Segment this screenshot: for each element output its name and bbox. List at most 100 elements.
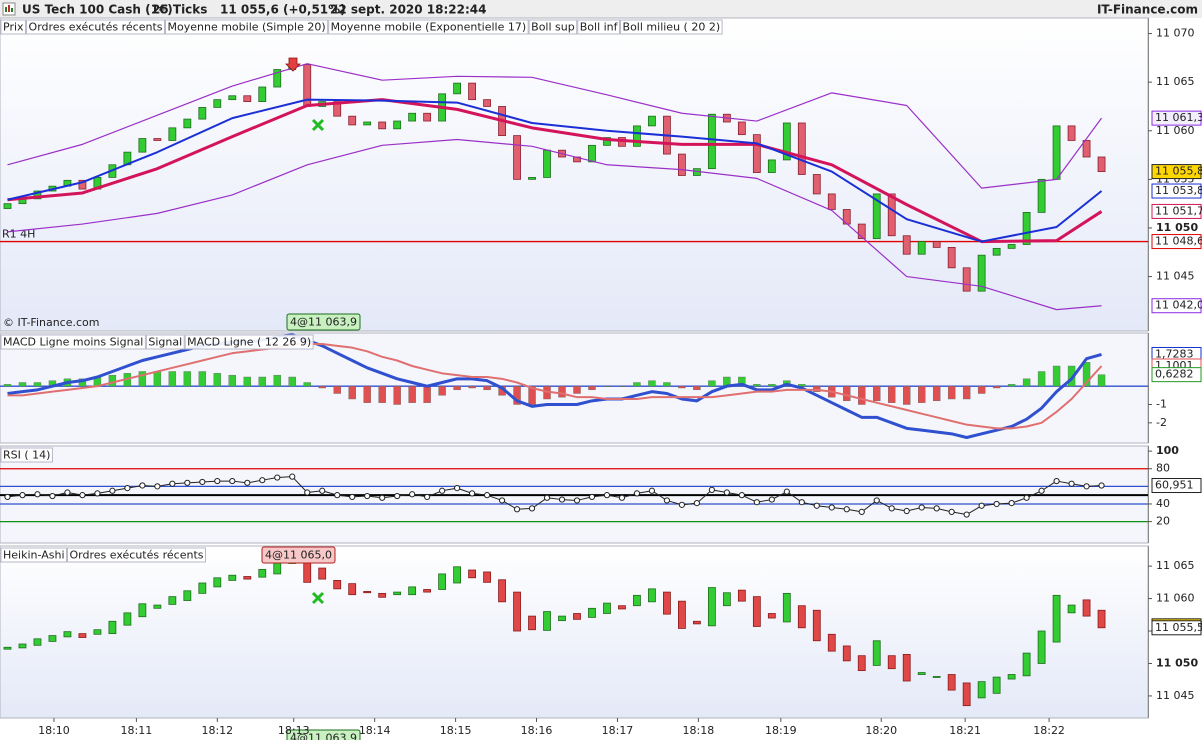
histogram-bar bbox=[243, 376, 251, 387]
histogram-bar bbox=[228, 374, 236, 387]
candle-body bbox=[977, 681, 986, 699]
histogram-bar bbox=[663, 382, 671, 387]
histogram-bar bbox=[303, 382, 311, 387]
histogram-bar bbox=[648, 380, 656, 387]
candle-body bbox=[1067, 125, 1076, 141]
x-tick-label: 18:13 bbox=[278, 724, 310, 737]
candle-body bbox=[363, 121, 372, 126]
candle-body bbox=[498, 579, 506, 603]
series-point bbox=[319, 487, 326, 494]
histogram-bar bbox=[258, 376, 266, 387]
x-tick-label: 18:11 bbox=[121, 724, 153, 737]
x-tick-label: 18:20 bbox=[865, 724, 897, 737]
candle-body bbox=[752, 596, 761, 627]
candle-body bbox=[258, 568, 267, 578]
histogram-bar bbox=[288, 376, 296, 387]
value-tag-label: 11 055,8 bbox=[1155, 165, 1202, 178]
candle-body bbox=[183, 590, 192, 601]
candle-body bbox=[138, 603, 147, 618]
candle-body bbox=[1097, 156, 1106, 172]
legend-box bbox=[528, 19, 578, 35]
legend-box bbox=[184, 334, 314, 350]
value-tag bbox=[1151, 478, 1202, 494]
y-tick-label: 20 bbox=[1156, 515, 1170, 528]
candle-body bbox=[603, 602, 611, 614]
candle-body bbox=[513, 591, 521, 632]
series-point bbox=[723, 489, 730, 496]
y-tick-label: -2 bbox=[1156, 416, 1167, 429]
histogram-bar bbox=[603, 385, 611, 387]
y-tick-label: 11 060 bbox=[1156, 592, 1195, 605]
histogram-bar bbox=[198, 371, 207, 387]
level-label: R1 4H bbox=[2, 228, 35, 241]
value-tag bbox=[1151, 620, 1202, 636]
candle-body bbox=[78, 633, 87, 638]
candle-body bbox=[782, 592, 791, 623]
series-point bbox=[888, 505, 895, 512]
histogram-bar bbox=[992, 385, 1001, 389]
candle-body bbox=[902, 653, 911, 682]
candle-body bbox=[1052, 125, 1061, 180]
candle-body bbox=[588, 144, 596, 163]
panel-background bbox=[0, 17, 1149, 332]
series-point bbox=[948, 508, 955, 516]
series-line bbox=[7, 98, 1103, 243]
series-point bbox=[379, 494, 386, 501]
series-line bbox=[7, 343, 1103, 430]
series-point bbox=[94, 490, 101, 497]
legend-box bbox=[165, 19, 329, 35]
series-point bbox=[588, 493, 596, 501]
histogram-bar bbox=[588, 385, 596, 391]
candle-body bbox=[1067, 604, 1076, 614]
series-point bbox=[334, 492, 341, 499]
candle-body bbox=[797, 605, 806, 629]
candle-body bbox=[123, 612, 132, 626]
candle-body bbox=[348, 115, 357, 126]
series-point bbox=[933, 505, 940, 512]
series-point bbox=[483, 492, 491, 499]
histogram-bar bbox=[693, 385, 701, 391]
series-point bbox=[708, 486, 715, 493]
candle-body bbox=[618, 605, 626, 610]
legend-label: Moyenne mobile (Exponentielle 17) bbox=[331, 21, 527, 34]
candle-body bbox=[992, 247, 1001, 256]
candle-body bbox=[722, 592, 731, 607]
value-tag-label: 0,6282 bbox=[1155, 368, 1194, 381]
order-box bbox=[286, 313, 361, 331]
series-point bbox=[903, 507, 910, 515]
series-point bbox=[349, 493, 356, 501]
candle-body bbox=[588, 607, 596, 618]
y-tick-label: 100 bbox=[1156, 444, 1179, 457]
y-tick-label: -1 bbox=[1156, 398, 1167, 411]
series-point bbox=[1023, 494, 1030, 501]
series-point bbox=[768, 496, 775, 503]
series-line bbox=[7, 98, 1103, 244]
series-point bbox=[828, 504, 835, 511]
series-point bbox=[169, 480, 176, 487]
candle-body bbox=[872, 640, 881, 666]
histogram-bar bbox=[438, 385, 446, 396]
histogram-bar bbox=[213, 373, 222, 387]
candle-body bbox=[842, 645, 851, 662]
series-point bbox=[199, 478, 206, 486]
candle-body bbox=[393, 591, 402, 596]
candle-body bbox=[947, 674, 956, 691]
histogram-bar bbox=[408, 385, 416, 403]
candle-body bbox=[917, 241, 926, 255]
candle-body bbox=[198, 107, 207, 120]
candle-body bbox=[633, 125, 641, 147]
series-point bbox=[454, 485, 461, 492]
series-point bbox=[678, 501, 686, 508]
trade-markers bbox=[285, 57, 325, 605]
candle-body bbox=[48, 635, 57, 642]
ticks: 25 Ticks bbox=[152, 3, 207, 17]
legend-label: Boll sup bbox=[531, 21, 575, 34]
histogram-bar bbox=[917, 385, 926, 403]
candle-body bbox=[947, 247, 956, 269]
candle-body bbox=[228, 574, 237, 581]
candle-body bbox=[678, 153, 686, 176]
histogram-bar bbox=[18, 382, 27, 387]
candle-body bbox=[378, 592, 387, 598]
series-point bbox=[4, 493, 11, 501]
histogram-bar bbox=[633, 382, 641, 387]
